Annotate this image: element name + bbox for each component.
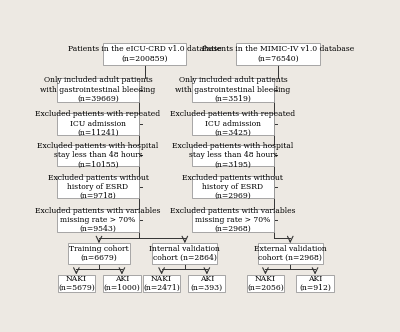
FancyBboxPatch shape	[192, 113, 274, 134]
FancyBboxPatch shape	[57, 113, 139, 134]
Text: AKI
(n=912): AKI (n=912)	[299, 275, 331, 292]
Text: AKI
(n=1000): AKI (n=1000)	[104, 275, 140, 292]
FancyBboxPatch shape	[192, 176, 274, 198]
FancyBboxPatch shape	[188, 275, 226, 292]
Text: Internal validation
cohort (n=2864): Internal validation cohort (n=2864)	[150, 245, 220, 262]
FancyBboxPatch shape	[152, 243, 218, 264]
FancyBboxPatch shape	[57, 208, 139, 232]
Text: AKI
(n=393): AKI (n=393)	[191, 275, 223, 292]
Text: Training cohort
(n=6679): Training cohort (n=6679)	[69, 245, 129, 262]
FancyBboxPatch shape	[58, 275, 95, 292]
FancyBboxPatch shape	[68, 243, 130, 264]
FancyBboxPatch shape	[192, 144, 274, 166]
Text: NAKI
(n=2471): NAKI (n=2471)	[143, 275, 180, 292]
Text: Excluded patients without
history of ESRD
(n=9718): Excluded patients without history of ESR…	[48, 174, 148, 200]
FancyBboxPatch shape	[103, 43, 186, 65]
Text: Patients in the MIMIC-IV v1.0 database
(n=76540): Patients in the MIMIC-IV v1.0 database (…	[202, 45, 354, 62]
Text: NAKI
(n=5679): NAKI (n=5679)	[58, 275, 95, 292]
Text: Only included adult patients
with gastrointestinal bleeding
(n=39669): Only included adult patients with gastro…	[40, 76, 156, 103]
Text: Excluded patients without
history of ESRD
(n=2969): Excluded patients without history of ESR…	[182, 174, 283, 200]
FancyBboxPatch shape	[236, 43, 320, 65]
FancyBboxPatch shape	[57, 78, 139, 102]
FancyBboxPatch shape	[192, 208, 274, 232]
FancyBboxPatch shape	[247, 275, 284, 292]
Text: Excluded patients with hospital
stay less than 48 hours
(n=3195): Excluded patients with hospital stay les…	[172, 142, 294, 169]
FancyBboxPatch shape	[258, 243, 323, 264]
Text: Patients in the eICU-CRD v1.0 database
(n=200859): Patients in the eICU-CRD v1.0 database (…	[68, 45, 222, 62]
FancyBboxPatch shape	[103, 275, 140, 292]
Text: External validation
cohort (n=2968): External validation cohort (n=2968)	[254, 245, 327, 262]
Text: Excluded patients with hospital
stay less than 48 hours
(n=10155): Excluded patients with hospital stay les…	[38, 142, 159, 169]
Text: Only included adult patients
with gastrointestinal bleeding
(n=3519): Only included adult patients with gastro…	[175, 76, 290, 103]
FancyBboxPatch shape	[296, 275, 334, 292]
Text: Excluded patients with repeated
ICU admission
(n=3425): Excluded patients with repeated ICU admi…	[170, 111, 296, 137]
FancyBboxPatch shape	[57, 144, 139, 166]
FancyBboxPatch shape	[57, 176, 139, 198]
FancyBboxPatch shape	[143, 275, 180, 292]
FancyBboxPatch shape	[192, 78, 274, 102]
Text: Excluded patients with variables
missing rate > 70%
(n=2968): Excluded patients with variables missing…	[170, 207, 296, 233]
Text: NAKI
(n=2056): NAKI (n=2056)	[247, 275, 284, 292]
Text: Excluded patients with repeated
ICU admission
(n=11241): Excluded patients with repeated ICU admi…	[36, 111, 161, 137]
Text: Excluded patients with variables
missing rate > 70%
(n=9543): Excluded patients with variables missing…	[35, 207, 161, 233]
